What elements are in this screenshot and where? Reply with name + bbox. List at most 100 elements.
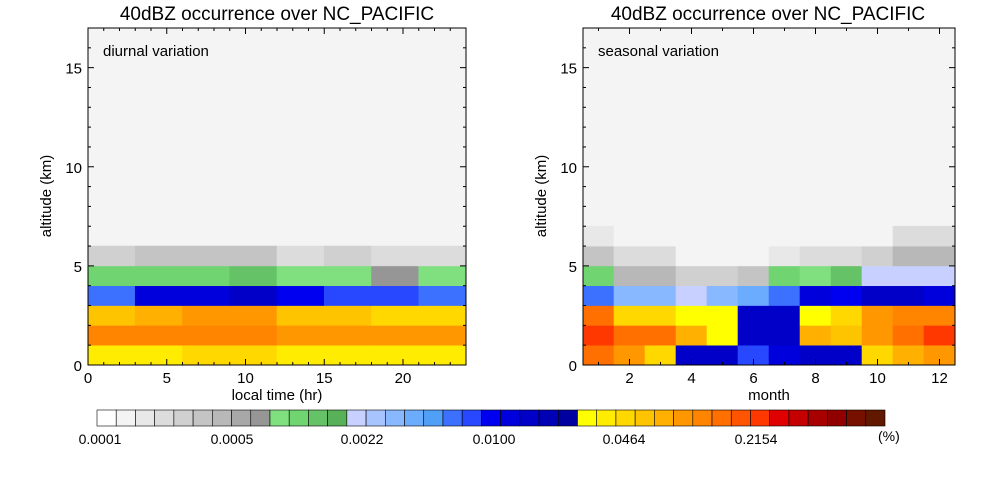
colorbar-box: [269, 409, 290, 427]
colorbar-box: [423, 409, 444, 427]
panel-seasonal-ylabel: altitude (km): [533, 155, 550, 238]
heatmap-cell: [87, 245, 136, 267]
panel-seasonal-axes: 2 4 6 8 10 12 0 5 10 15: [560, 27, 955, 387]
colorbar-box: [404, 409, 425, 427]
heatmap-cell: [892, 305, 925, 326]
colorbar-box: [788, 409, 809, 427]
heatmap-cell: [768, 225, 801, 247]
heatmap-cell: [418, 265, 467, 287]
heatmap-cell: [768, 325, 801, 346]
colorbar-box: [596, 409, 617, 427]
heatmap-cell: [706, 305, 739, 326]
colorbar-tick-label: 0.0464: [603, 431, 646, 447]
panel-diurnal-cells: [87, 28, 467, 366]
heatmap-cell: [923, 285, 956, 306]
heatmap-cell: [830, 225, 863, 247]
heatmap-cell: [737, 245, 770, 267]
colorbar: 0.0001 0.0005 0.0022 0.0100 0.0464 0.215…: [79, 409, 900, 447]
panel-diurnal-ylabel: altitude (km): [38, 155, 55, 238]
heatmap-cell: [830, 325, 863, 346]
x-tick-label: 5: [163, 370, 171, 387]
heatmap-cell: [371, 245, 420, 267]
heatmap-cell: [923, 305, 956, 326]
heatmap-cell: [861, 245, 894, 267]
panel-seasonal-xlabel: month: [748, 387, 790, 404]
heatmap-cell: [892, 245, 925, 267]
heatmap-cell: [799, 245, 832, 267]
heatmap-cell: [675, 305, 708, 326]
heatmap-cell: [323, 344, 372, 366]
heatmap-cell: [861, 225, 894, 247]
colorbar-box: [654, 409, 674, 427]
x-tick-label: 20: [395, 370, 412, 387]
heatmap-cell: [418, 325, 467, 346]
panel-diurnal-axes: 0 5 10 15 20 0 5 10 15: [65, 27, 467, 387]
colorbar-box: [807, 409, 828, 427]
panel-seasonal: 40dBZ occurrence over NC_PACIFIC 2 4 6 8 10 1…: [533, 4, 956, 404]
colorbar-box: [750, 409, 770, 427]
heatmap-cell: [737, 285, 770, 306]
colorbar-box: [865, 409, 886, 427]
heatmap-cell: [276, 285, 325, 306]
heatmap-cell: [323, 265, 372, 287]
heatmap-cell: [644, 325, 677, 346]
heatmap-cell: [229, 305, 278, 326]
heatmap-cell: [923, 265, 956, 287]
colorbar-tick-label: 0.0005: [211, 431, 254, 447]
heatmap-cell: [644, 285, 677, 306]
heatmap-cell: [229, 265, 278, 287]
heatmap-cell: [892, 325, 925, 346]
heatmap-cell: [182, 245, 231, 267]
heatmap-cell: [582, 225, 615, 247]
heatmap-cell: [706, 225, 739, 247]
panel-diurnal-annotation: diurnal variation: [103, 43, 209, 60]
heatmap-cell: [87, 305, 136, 326]
panel-diurnal-xlabel: local time (hr): [232, 387, 323, 404]
colorbar-box: [692, 409, 713, 427]
heatmap-cell: [182, 344, 231, 366]
heatmap-cell: [613, 245, 646, 267]
colorbar-box: [519, 409, 540, 427]
heatmap-cell: [923, 325, 956, 346]
colorbar-box: [288, 409, 309, 427]
colorbar-box: [538, 409, 559, 427]
heatmap-cell: [418, 245, 467, 267]
heatmap-cell: [182, 305, 231, 326]
colorbar-box: [346, 409, 367, 427]
heatmap-cell: [613, 325, 646, 346]
y-tick-label: 15: [560, 61, 577, 78]
colorbar-box: [827, 409, 847, 427]
colorbar-box: [384, 409, 405, 427]
x-tick-label: 4: [687, 370, 695, 387]
colorbar-tick-label: 0.2154: [735, 431, 778, 447]
heatmap-cell: [644, 265, 677, 287]
heatmap-cell: [582, 265, 615, 287]
colorbar-box: [192, 409, 213, 427]
heatmap-cell: [706, 265, 739, 287]
heatmap-cell: [613, 225, 646, 247]
heatmap-cell: [87, 285, 136, 306]
heatmap-cell: [323, 325, 372, 346]
heatmap-cell: [87, 325, 136, 346]
colorbar-box: [769, 409, 790, 427]
colorbar-box: [500, 409, 521, 427]
colorbar-unit: (%): [878, 428, 900, 444]
colorbar-box: [250, 409, 271, 427]
heatmap-cell: [276, 265, 325, 287]
colorbar-box: [327, 409, 348, 427]
heatmap-cell: [134, 265, 183, 287]
panel-diurnal-title: 40dBZ occurrence over NC_PACIFIC: [120, 4, 434, 25]
heatmap-cell: [799, 305, 832, 326]
heatmap-cell: [276, 245, 325, 267]
heatmap-cell: [229, 325, 278, 346]
colorbar-tick-label: 0.0022: [341, 431, 384, 447]
y-tick-label: 10: [65, 160, 82, 177]
colorbar-box: [461, 409, 482, 427]
heatmap-cell: [371, 344, 420, 366]
heatmap-cell: [675, 285, 708, 306]
heatmap-cell: [229, 245, 278, 267]
x-tick-label: 12: [931, 370, 948, 387]
heatmap-cell: [737, 265, 770, 287]
y-tick-label: 5: [74, 259, 82, 276]
